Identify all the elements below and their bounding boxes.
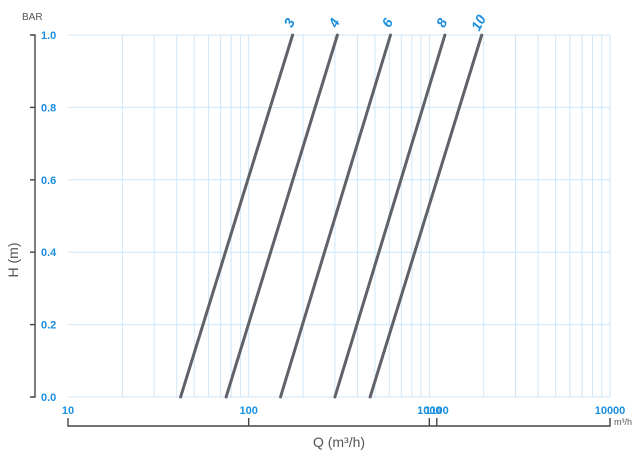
x-unit-label: m³/h [614, 417, 632, 427]
series-line-6 [279, 33, 392, 399]
x-tick-label: 100 [239, 405, 257, 417]
series-label-8: 8 [433, 15, 451, 30]
y-unit-label: BAR [22, 12, 43, 23]
y-tick-label: 0.0 [41, 392, 56, 404]
series-label-10: 10 [468, 12, 490, 33]
series-labels: 3 4 6 8 10 [280, 12, 489, 33]
x-tick-label: 1000 [417, 405, 441, 417]
series-line-3 [179, 33, 295, 399]
x-tick-label: 10000 [595, 405, 626, 417]
series-label-3: 3 [280, 15, 298, 30]
x-tick-label: 10 [62, 405, 74, 417]
grid [68, 34, 611, 398]
x-tick-label: 1100 [425, 405, 449, 417]
curves [179, 33, 484, 399]
x-axis [67, 418, 611, 427]
y-tick-label: 0.8 [41, 102, 56, 114]
series-line-4 [224, 33, 339, 399]
y-tick-label: 0.2 [41, 320, 56, 332]
y-tick-label: 0.4 [41, 247, 57, 259]
y-axis-label: H (m) [5, 243, 21, 278]
x-axis-label: Q (m³/h) [313, 434, 365, 450]
y-ticks: 0.0 0.2 0.4 0.6 0.8 1.0 [30, 30, 57, 404]
series-label-4: 4 [325, 15, 343, 30]
y-axis [30, 34, 36, 398]
y-tick-label: 1.0 [41, 30, 56, 42]
series-line-8 [333, 33, 447, 399]
series-label-6: 6 [378, 15, 396, 30]
y-tick-label: 0.6 [41, 175, 56, 187]
series-line-10 [368, 33, 484, 399]
